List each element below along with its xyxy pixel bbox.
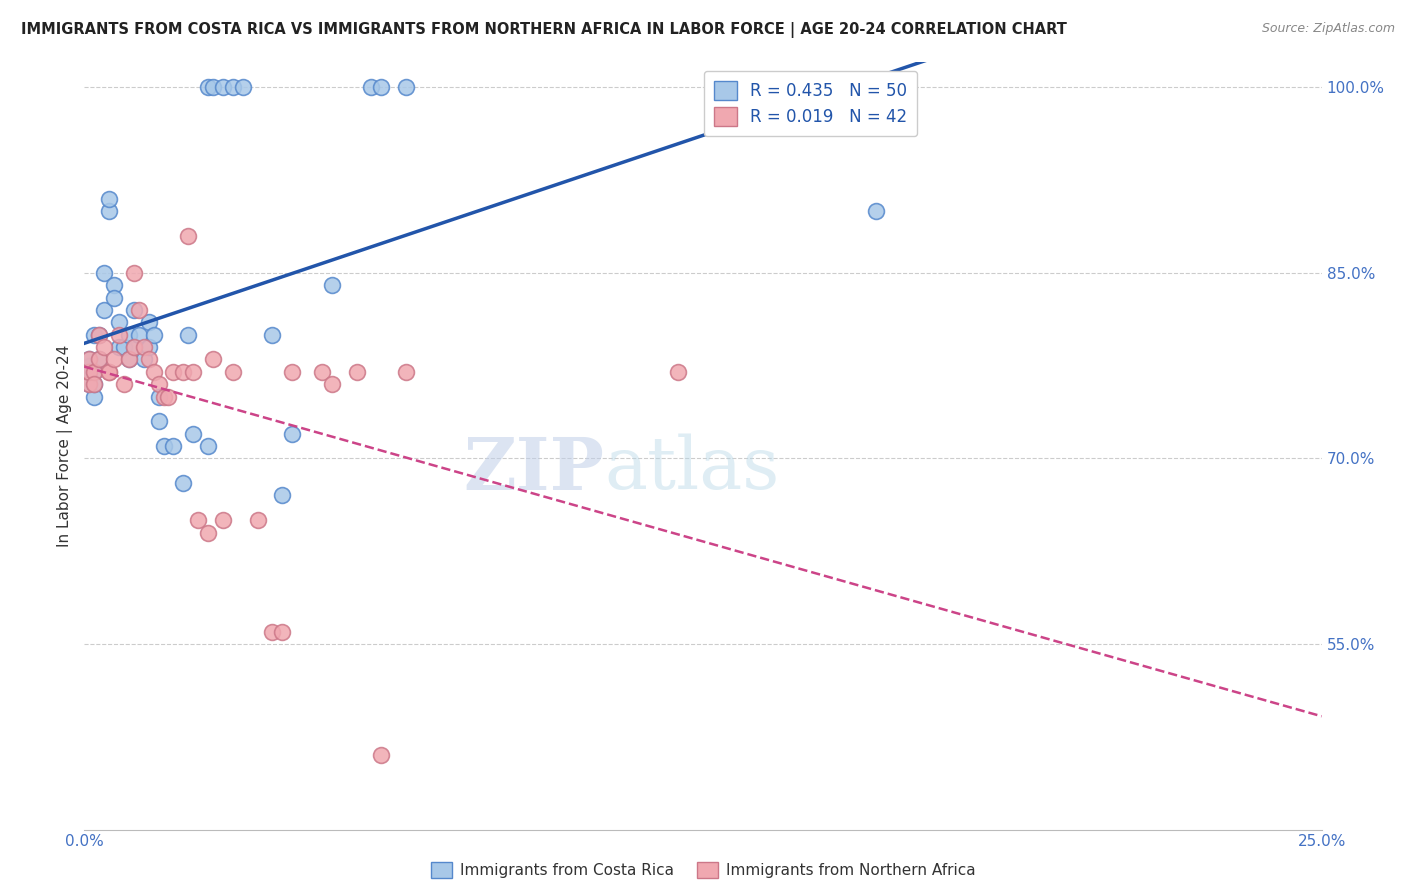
Point bbox=[89, 327, 111, 342]
Point bbox=[98, 192, 121, 206]
Point bbox=[83, 377, 105, 392]
Point bbox=[212, 80, 235, 95]
Point bbox=[118, 352, 141, 367]
Point bbox=[197, 439, 219, 453]
Point bbox=[172, 365, 194, 379]
Point bbox=[118, 352, 141, 367]
Point bbox=[79, 377, 101, 392]
Point bbox=[172, 476, 194, 491]
Point bbox=[83, 365, 105, 379]
Point bbox=[222, 365, 245, 379]
Point bbox=[98, 365, 121, 379]
Point bbox=[281, 365, 304, 379]
Legend: Immigrants from Costa Rica, Immigrants from Northern Africa: Immigrants from Costa Rica, Immigrants f… bbox=[425, 856, 981, 884]
Point bbox=[142, 365, 165, 379]
Point bbox=[83, 327, 105, 342]
Point bbox=[152, 439, 174, 453]
Point bbox=[177, 327, 200, 342]
Point bbox=[865, 203, 887, 218]
Point bbox=[370, 748, 392, 763]
Point bbox=[271, 488, 294, 502]
Point bbox=[128, 302, 150, 317]
Point bbox=[132, 340, 155, 354]
Point bbox=[232, 80, 254, 95]
Point bbox=[202, 80, 225, 95]
Point bbox=[152, 390, 174, 404]
Point bbox=[79, 365, 101, 379]
Point bbox=[395, 365, 418, 379]
Point bbox=[98, 365, 121, 379]
Point bbox=[103, 291, 125, 305]
Point bbox=[79, 352, 101, 367]
Point bbox=[132, 352, 155, 367]
Point bbox=[103, 278, 125, 293]
Point bbox=[271, 624, 294, 639]
Point bbox=[79, 365, 101, 379]
Point bbox=[122, 266, 145, 280]
Point bbox=[98, 203, 121, 218]
Point bbox=[181, 426, 204, 441]
Point bbox=[346, 365, 368, 379]
Point bbox=[157, 390, 180, 404]
Point bbox=[103, 352, 125, 367]
Point bbox=[93, 266, 115, 280]
Point bbox=[148, 377, 170, 392]
Point bbox=[281, 426, 304, 441]
Text: Source: ZipAtlas.com: Source: ZipAtlas.com bbox=[1261, 22, 1395, 36]
Point bbox=[321, 278, 343, 293]
Point bbox=[212, 513, 235, 527]
Point bbox=[197, 525, 219, 540]
Point bbox=[108, 315, 131, 329]
Point bbox=[122, 340, 145, 354]
Text: ZIP: ZIP bbox=[463, 434, 605, 505]
Point bbox=[197, 80, 219, 95]
Point bbox=[222, 80, 245, 95]
Point bbox=[122, 340, 145, 354]
Point bbox=[395, 80, 418, 95]
Text: atlas: atlas bbox=[605, 434, 779, 504]
Point bbox=[128, 327, 150, 342]
Point bbox=[118, 327, 141, 342]
Y-axis label: In Labor Force | Age 20-24: In Labor Force | Age 20-24 bbox=[58, 345, 73, 547]
Point bbox=[79, 377, 101, 392]
Point bbox=[360, 80, 382, 95]
Legend: R = 0.435   N = 50, R = 0.019   N = 42: R = 0.435 N = 50, R = 0.019 N = 42 bbox=[703, 70, 917, 136]
Point bbox=[112, 340, 135, 354]
Point bbox=[108, 340, 131, 354]
Point bbox=[138, 340, 160, 354]
Point bbox=[148, 390, 170, 404]
Point bbox=[138, 315, 160, 329]
Point bbox=[79, 365, 101, 379]
Point bbox=[262, 624, 284, 639]
Point bbox=[122, 302, 145, 317]
Point bbox=[246, 513, 269, 527]
Point bbox=[83, 365, 105, 379]
Point bbox=[83, 377, 105, 392]
Point bbox=[202, 352, 225, 367]
Point bbox=[89, 352, 111, 367]
Point bbox=[138, 352, 160, 367]
Point bbox=[148, 414, 170, 428]
Point bbox=[89, 352, 111, 367]
Point bbox=[177, 228, 200, 243]
Point bbox=[162, 439, 184, 453]
Point bbox=[262, 327, 284, 342]
Point bbox=[370, 80, 392, 95]
Point bbox=[89, 327, 111, 342]
Point bbox=[666, 365, 689, 379]
Point bbox=[142, 327, 165, 342]
Point bbox=[181, 365, 204, 379]
Point bbox=[108, 327, 131, 342]
Text: IMMIGRANTS FROM COSTA RICA VS IMMIGRANTS FROM NORTHERN AFRICA IN LABOR FORCE | A: IMMIGRANTS FROM COSTA RICA VS IMMIGRANTS… bbox=[21, 22, 1067, 38]
Point bbox=[311, 365, 333, 379]
Point bbox=[112, 377, 135, 392]
Point bbox=[93, 302, 115, 317]
Point bbox=[79, 359, 101, 373]
Point bbox=[187, 513, 209, 527]
Point bbox=[93, 340, 115, 354]
Point bbox=[79, 352, 101, 367]
Point bbox=[83, 390, 105, 404]
Point bbox=[321, 377, 343, 392]
Point bbox=[162, 365, 184, 379]
